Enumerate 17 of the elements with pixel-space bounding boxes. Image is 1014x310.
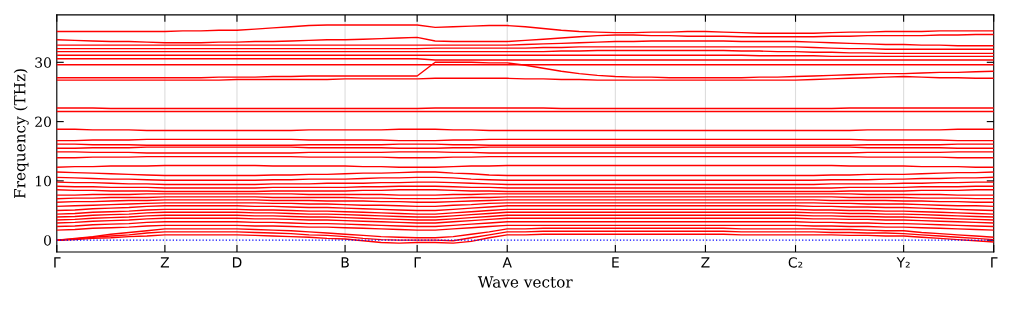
x-tick-label: Γ	[991, 257, 998, 268]
x-tick-label: Y₂	[896, 257, 910, 268]
x-axis-title: Wave vector	[477, 276, 573, 288]
y-tick-label: 20	[35, 116, 51, 128]
x-tick-label: A	[502, 257, 512, 268]
x-tick-label: Γ	[54, 257, 61, 268]
x-tick-label: E	[612, 257, 619, 268]
y-tick-label: 0	[44, 235, 51, 246]
x-tick-label: C₂	[788, 257, 803, 268]
x-tick-label: Z	[701, 257, 710, 268]
y-axis-title: Frequency (THz)	[13, 69, 29, 199]
x-tick-label: D	[232, 257, 242, 268]
x-tick-label: Z	[160, 257, 170, 268]
y-tick-label: 10	[35, 175, 51, 187]
x-tick-label: B	[341, 257, 349, 268]
y-tick-label: 30	[35, 57, 51, 68]
x-tick-label: Γ	[414, 257, 421, 268]
